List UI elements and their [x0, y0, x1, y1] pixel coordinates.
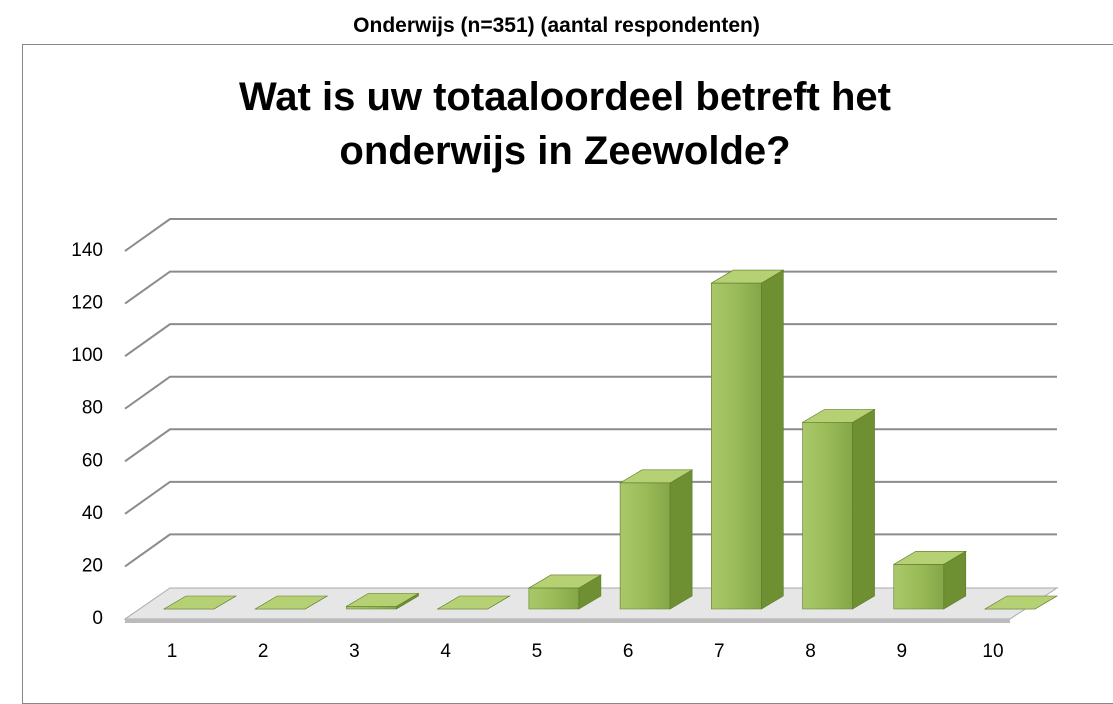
bar-face: [436, 595, 511, 610]
x-tick-label: 9: [896, 641, 907, 662]
bar-face: [162, 595, 238, 610]
bar-face: [802, 422, 853, 610]
grid-line: [124, 428, 1057, 463]
bar-face: [711, 282, 762, 610]
header: Onderwijs (n=351) (aantal respondenten): [353, 14, 760, 37]
grid-line: [124, 218, 1057, 252]
bar-face: [619, 482, 671, 610]
y-tick-label: 140: [71, 240, 103, 261]
x-tick-label: 8: [805, 641, 816, 662]
bar-face: [761, 269, 784, 610]
x-tick-label: 5: [532, 641, 543, 662]
grid-line: [124, 480, 1057, 515]
bar: [619, 469, 694, 610]
x-tick-label: 6: [623, 641, 634, 662]
y-tick-label: 80: [82, 398, 103, 419]
x-tick-label: 2: [258, 641, 269, 662]
y-tick-label: 120: [71, 293, 103, 314]
bar: [254, 595, 329, 610]
bar-face: [852, 408, 875, 610]
bar-face: [893, 564, 945, 610]
x-tick-label: 4: [440, 641, 451, 662]
bar-face: [983, 595, 1059, 610]
bar-face: [528, 587, 580, 610]
grid-line: [124, 270, 1057, 305]
chart-title: Wat is uw totaaloordeel betreft het onde…: [239, 75, 891, 173]
x-tick-label: 3: [349, 641, 360, 662]
x-tick-label: 1: [167, 641, 178, 662]
bar-face: [254, 595, 329, 610]
x-tick-label: 7: [714, 641, 725, 662]
y-tick-label: 40: [82, 503, 103, 524]
bar: [436, 595, 511, 610]
y-tick-label: 20: [82, 555, 103, 576]
bar-face: [346, 606, 397, 610]
bar: [983, 595, 1059, 610]
page: {"chart_data": {"type": "bar3d", "header…: [22, 14, 1113, 704]
x-tick-label: 10: [982, 641, 1003, 662]
y-tick-label: 100: [71, 345, 103, 366]
bar: [892, 550, 967, 610]
grid-line: [124, 375, 1057, 410]
bar: [162, 595, 238, 610]
bar: [527, 574, 602, 610]
chart: 0 20 40 60 80 100 120 140 1 2 3 4 5 6 7 8 9 10: [71, 218, 1059, 662]
bar-face: [892, 551, 967, 565]
bar-face: [710, 269, 785, 284]
floor-edge: [125, 619, 1010, 623]
bar-face: [345, 593, 420, 607]
bar-face: [669, 469, 693, 610]
y-tick-label: 0: [92, 608, 103, 629]
bar-face: [527, 574, 602, 589]
bar: [710, 269, 785, 610]
bar: [801, 408, 876, 610]
bar-face: [801, 409, 876, 423]
bar: [345, 592, 420, 610]
bar-face: [619, 469, 694, 484]
y-tick-label: 60: [82, 450, 103, 471]
grid-line: [124, 323, 1057, 357]
